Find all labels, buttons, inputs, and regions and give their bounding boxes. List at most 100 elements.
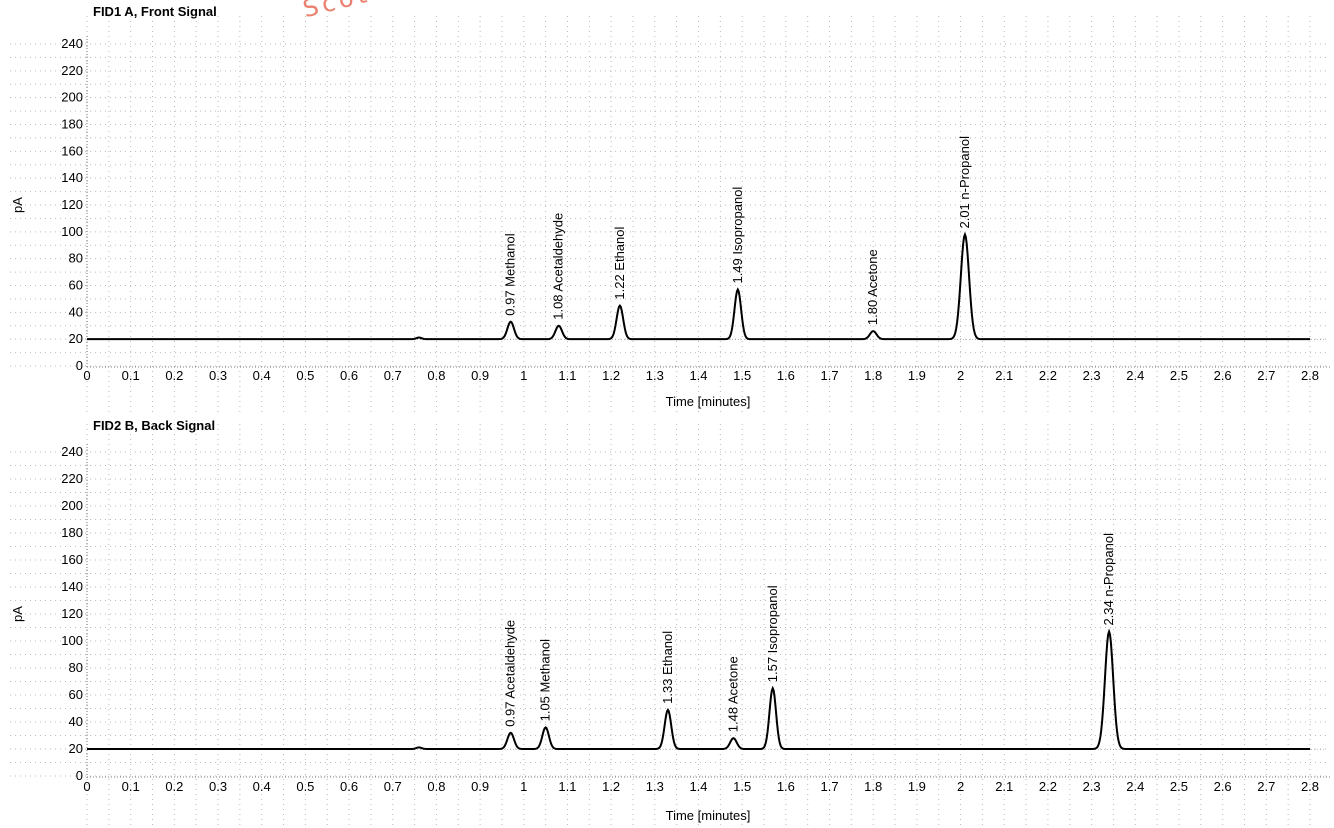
y-tick-label: 80: [69, 251, 83, 266]
x-tick-label: 2.3: [1083, 368, 1101, 383]
x-tick-label: 0.5: [296, 368, 314, 383]
peak-4: [732, 737, 735, 739]
chart-panel-1: 0 20 40 60 80 100 120 140 160 180 200 220 240 0 0.1 0.2…: [10, 16, 1330, 414]
x-tick-label: 2.5: [1170, 368, 1188, 383]
x-tick-label: 0.8: [427, 368, 445, 383]
peak-label-2: 1.08 Acetaldehyde: [551, 213, 566, 320]
x-tick-label: 0.4: [253, 368, 271, 383]
x-tick-label: 2.4: [1126, 368, 1144, 383]
peak-6: [964, 233, 966, 236]
peak-label-5: 1.57 Isopropanol: [765, 585, 780, 682]
x-tick-label: 2.2: [1039, 368, 1057, 383]
grid: [10, 424, 1330, 825]
y-tick-label: 180: [61, 525, 83, 540]
x-tick-label: 2.3: [1083, 779, 1101, 794]
x-tick-label: 0.9: [471, 368, 489, 383]
y-tick-label: 20: [69, 331, 83, 346]
y-tick-label: 120: [61, 606, 83, 621]
x-tick-label: 0.5: [296, 779, 314, 794]
peak-label-6: 2.34 n-Propanol: [1101, 533, 1116, 626]
y-tick-label: 180: [61, 117, 83, 132]
peak-3: [619, 304, 621, 307]
peak-2: [557, 324, 560, 327]
signal-trace: [87, 231, 1310, 341]
y-tick-label: 40: [69, 714, 83, 729]
y-tick-label: 120: [61, 197, 83, 212]
x-tick-label: 0: [83, 368, 90, 383]
y-tick-label: 240: [61, 444, 83, 459]
x-tick-label: 2.2: [1039, 779, 1057, 794]
x-tick-label: 1.8: [864, 779, 882, 794]
x-tick-label: 2.1: [995, 368, 1013, 383]
y-tick-label: 140: [61, 579, 83, 594]
x-tick-label: 1.5: [733, 368, 751, 383]
peak-label-6: 2.01 n-Propanol: [957, 136, 972, 229]
y-tick-label: 240: [61, 36, 83, 51]
x-tick-label: 2.7: [1257, 368, 1275, 383]
signal-trace: [87, 628, 1310, 750]
panel-title-back: FID2 B, Back Signal: [93, 418, 216, 433]
x-tick-label: 2.6: [1214, 779, 1232, 794]
x-tick-label: 1.9: [908, 368, 926, 383]
peak-6: [1108, 630, 1110, 633]
peak-label-3: 1.33 Ethanol: [660, 631, 675, 704]
y-tick-label: 0: [76, 358, 83, 373]
y-tick-label: 220: [61, 63, 83, 78]
x-tick-label: 1.7: [820, 368, 838, 383]
peak-label-1: 0.97 Acetaldehyde: [503, 620, 518, 727]
y-tick-label: 200: [61, 498, 83, 513]
x-tick-label: 1.2: [602, 368, 620, 383]
x-tick-label: 2.5: [1170, 779, 1188, 794]
x-tick-label: 0.3: [209, 368, 227, 383]
x-tick-label: 1.3: [646, 368, 664, 383]
peak-5: [872, 330, 875, 332]
x-tick-label: 1.3: [646, 779, 664, 794]
x-tick-label: 0.6: [340, 368, 358, 383]
y-tick-label: 80: [69, 660, 83, 675]
y-tick-label: 40: [69, 304, 83, 319]
x-tick-label: 0.1: [122, 779, 140, 794]
x-tick-label: 0.7: [384, 779, 402, 794]
x-tick-label: 0.2: [165, 368, 183, 383]
peak-4: [737, 288, 739, 291]
x-tick-label: 1.8: [864, 368, 882, 383]
x-tick-label: 1.4: [689, 368, 707, 383]
x-tick-label: 1.4: [689, 779, 707, 794]
x-tick-label: 0.7: [384, 368, 402, 383]
grid: [10, 16, 1330, 414]
y-tick-label: 60: [69, 687, 83, 702]
x-tick-label: 2.8: [1301, 779, 1319, 794]
x-tick-label: 1: [520, 779, 527, 794]
peak-3: [667, 709, 669, 711]
y-tick-label: 100: [61, 224, 83, 239]
y-axis-label: pA: [10, 606, 25, 622]
peak-2: [544, 726, 547, 729]
y-axis-label: pA: [10, 197, 25, 213]
x-tick-label: 0.1: [122, 368, 140, 383]
x-tick-label: 1.2: [602, 779, 620, 794]
chart-panel-2: 0 20 40 60 80 100 120 140 160 180 200 220 240 0 0.1 0.2…: [10, 424, 1330, 825]
x-tick-label: 1.6: [777, 779, 795, 794]
x-tick-label: 1.7: [820, 779, 838, 794]
peak-label-4: 1.48 Acetone: [725, 656, 740, 732]
x-axis-label: Time [minutes]: [666, 808, 751, 823]
x-tick-label: 1: [520, 368, 527, 383]
y-tick-label: 100: [61, 633, 83, 648]
x-tick-label: 0.2: [165, 779, 183, 794]
x-tick-label: 0.9: [471, 779, 489, 794]
x-tick-label: 0.8: [427, 779, 445, 794]
x-tick-label: 2.6: [1214, 368, 1232, 383]
x-tick-label: 0.6: [340, 779, 358, 794]
peak-1: [509, 732, 512, 734]
y-tick-label: 160: [61, 552, 83, 567]
peak-label-1: 0.97 Methanol: [503, 233, 518, 316]
y-tick-label: 160: [61, 143, 83, 158]
y-tick-label: 220: [61, 471, 83, 486]
peak-label-5: 1.80 Acetone: [865, 249, 880, 325]
x-tick-label: 0.4: [253, 779, 271, 794]
x-tick-label: 2: [957, 779, 964, 794]
panel-title-front: FID1 A, Front Signal: [93, 4, 217, 19]
x-axis-label: Time [minutes]: [666, 394, 751, 409]
y-tick-label: 0: [76, 768, 83, 783]
x-tick-label: 0.3: [209, 779, 227, 794]
